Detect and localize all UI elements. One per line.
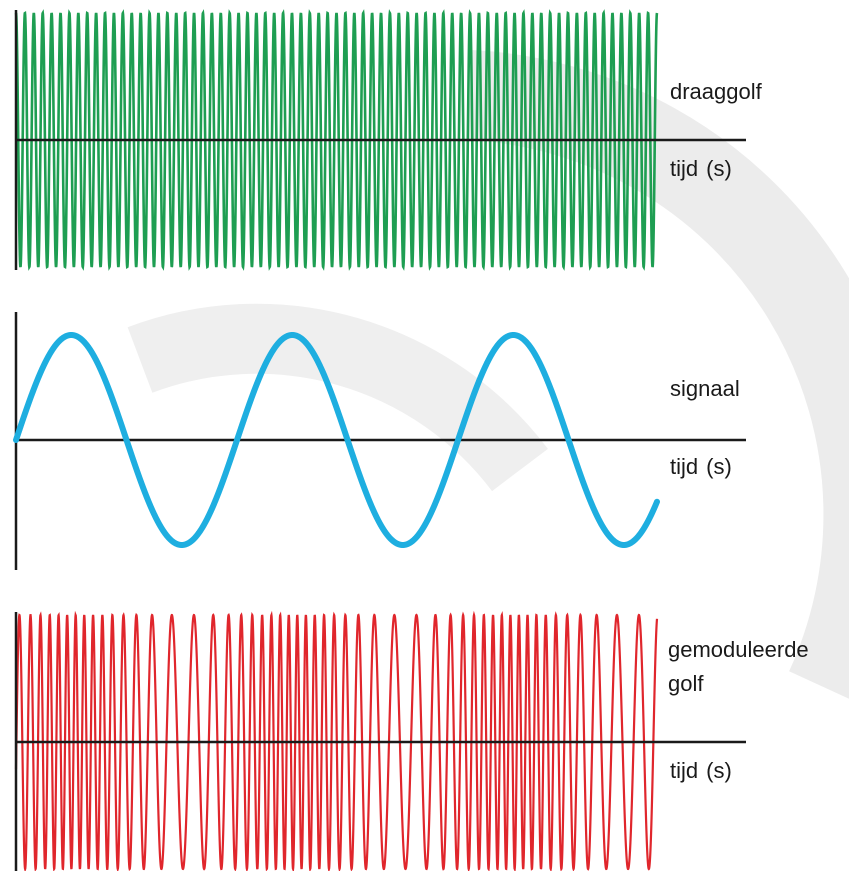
signal-axis-title: tijd (s): [670, 453, 732, 481]
signal-axis-unit: (s): [706, 454, 732, 479]
modulated-panel: [14, 610, 746, 871]
modulated-wave: [14, 610, 659, 871]
modulated-label-line1: gemoduleerde: [668, 637, 809, 662]
modulated-axis-label: tijd: [670, 758, 699, 783]
modulated-axis-title: tijd (s): [670, 757, 732, 785]
carrier-label: draaggolf: [670, 79, 762, 104]
signal-panel: [13, 312, 746, 570]
carrier-axis-title: tijd (s): [670, 155, 732, 183]
carrier-axis-unit: (s): [706, 156, 732, 181]
carrier-axis-label: tijd: [670, 156, 699, 181]
carrier-panel: [14, 9, 746, 271]
modulated-axis-unit: (s): [706, 758, 732, 783]
signal-label: signaal: [670, 376, 740, 401]
modulated-label-line2: golf: [668, 671, 704, 696]
signal-axis-label: tijd: [670, 454, 699, 479]
carrier-wave: [14, 9, 659, 271]
signal-wave: [13, 332, 660, 548]
watermark-arc-inner: [127, 303, 548, 492]
